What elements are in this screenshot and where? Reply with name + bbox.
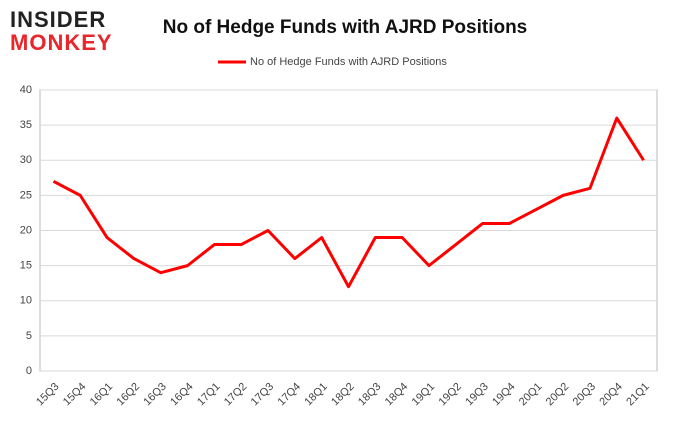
y-tick-label: 15	[20, 260, 32, 272]
x-tick-label: 21Q1	[624, 381, 652, 409]
x-tick-label: 18Q1	[302, 381, 330, 409]
x-tick-label: 17Q3	[249, 381, 277, 409]
x-tick-label: 15Q4	[61, 381, 89, 409]
y-tick-label: 10	[20, 295, 32, 307]
x-tick-label: 17Q2	[222, 381, 250, 409]
y-tick-label: 40	[20, 84, 32, 96]
x-tick-label: 20Q3	[571, 381, 599, 409]
chart-title: No of Hedge Funds with AJRD Positions	[163, 17, 528, 38]
x-tick-label: 16Q2	[115, 381, 143, 409]
x-tick-label: 17Q1	[195, 381, 223, 409]
x-tick-label: 19Q2	[436, 381, 464, 409]
x-tick-label: 16Q3	[141, 381, 169, 409]
y-tick-label: 30	[20, 154, 32, 166]
x-tick-label: 19Q1	[410, 381, 438, 409]
x-tick-label: 19Q4	[490, 381, 518, 409]
y-tick-label: 0	[26, 365, 32, 377]
x-tick-label: 16Q4	[168, 381, 196, 409]
y-tick-label: 5	[26, 330, 32, 342]
x-tick-label: 18Q4	[383, 381, 411, 409]
x-tick-label: 19Q3	[463, 381, 491, 409]
logo-top: INSIDER	[10, 7, 106, 32]
data-line	[52, 116, 645, 289]
x-tick-label: 17Q4	[276, 381, 304, 409]
y-tick-label: 20	[20, 224, 32, 236]
x-tick-label: 18Q3	[356, 381, 384, 409]
x-tick-label: 16Q1	[88, 381, 116, 409]
x-tick-label: 20Q2	[544, 381, 572, 409]
legend-label: No of Hedge Funds with AJRD Positions	[250, 56, 447, 68]
x-tick-label: 20Q1	[517, 381, 545, 409]
logo-bottom: MONKEY	[10, 30, 113, 55]
y-tick-label: 35	[20, 119, 32, 131]
x-tick-label: 20Q4	[597, 381, 625, 409]
x-tick-label: 15Q3	[34, 381, 62, 409]
x-tick-label: 18Q2	[329, 381, 357, 409]
y-tick-label: 25	[20, 189, 32, 201]
